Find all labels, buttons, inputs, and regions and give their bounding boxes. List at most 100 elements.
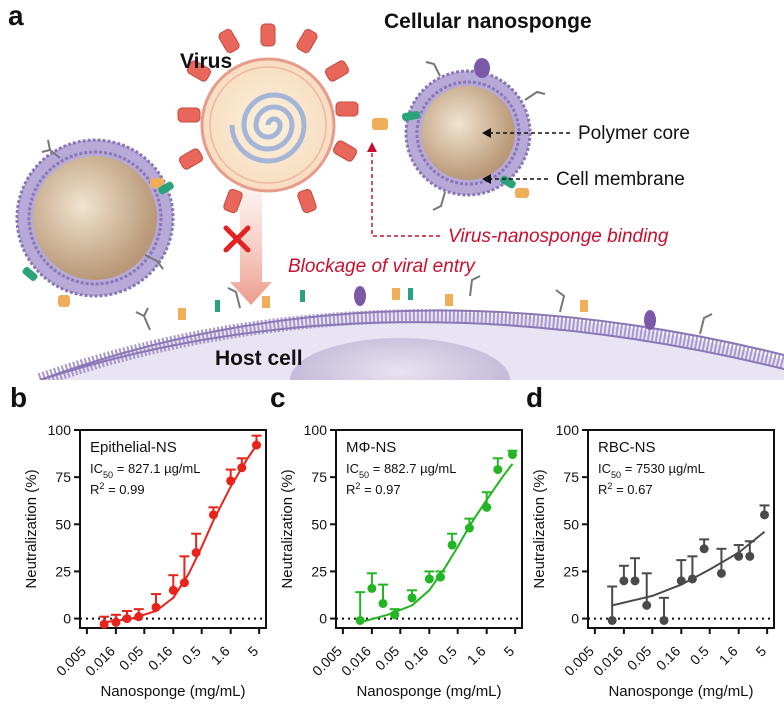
x-tick-label: 0.005 bbox=[53, 643, 89, 679]
x-tick-label: 5 bbox=[752, 643, 769, 660]
data-point bbox=[435, 572, 445, 582]
x-axis-label: Nanosponge (mg/mL) bbox=[100, 683, 245, 700]
x-tick-label: 0.16 bbox=[145, 643, 176, 674]
data-point bbox=[607, 615, 617, 625]
label-virus-nanosponge-binding: Virus-nanosponge binding bbox=[448, 226, 669, 247]
data-point bbox=[642, 600, 652, 610]
data-point bbox=[122, 614, 132, 624]
data-point bbox=[493, 465, 503, 475]
x-tick-label: 1.6 bbox=[716, 643, 741, 668]
x-tick-label: 0.5 bbox=[435, 643, 460, 668]
x-axis-label: Nanosponge (mg/mL) bbox=[608, 683, 753, 700]
y-tick-label: 75 bbox=[311, 469, 327, 485]
x-tick-label: 0.016 bbox=[338, 643, 374, 679]
legend-label: Epithelial-NS bbox=[90, 439, 177, 456]
ic50-annotation: IC50 = 882.7 µg/mL bbox=[346, 461, 456, 480]
y-axis-label: Neutralization (%) bbox=[23, 469, 40, 588]
data-point bbox=[134, 612, 144, 622]
chart-d: 0 25 50 75 100 0.005 0.016 0.05 0.16 0.5 1.6 5 Nanos… bbox=[526, 418, 782, 702]
x-tick-label: 5 bbox=[244, 643, 261, 660]
data-point bbox=[699, 544, 709, 554]
y-axis-label: Neutralization (%) bbox=[531, 469, 548, 588]
r2-annotation: R2 = 0.97 bbox=[346, 481, 401, 497]
y-tick-label: 75 bbox=[563, 469, 579, 485]
data-point bbox=[676, 576, 686, 586]
panel-a-label: a bbox=[8, 0, 24, 31]
data-point bbox=[659, 615, 669, 625]
x-tick-label: 0.05 bbox=[372, 643, 403, 674]
virus-graphic bbox=[177, 23, 359, 214]
data-point bbox=[208, 510, 218, 520]
y-tick-label: 75 bbox=[55, 469, 71, 485]
chart-c: 0 25 50 75 100 0.005 0.016 0.05 0.16 0.5 1.6 5 Nanos… bbox=[274, 418, 530, 702]
panel-b-label: b bbox=[10, 382, 28, 413]
data-point bbox=[179, 578, 189, 588]
y-tick-label: 0 bbox=[571, 611, 579, 627]
legend-label: RBC-NS bbox=[598, 439, 656, 456]
data-point bbox=[111, 617, 121, 627]
left-nanosponge-graphic bbox=[15, 138, 175, 307]
x-tick-label: 0.05 bbox=[624, 643, 655, 674]
y-tick-label: 50 bbox=[55, 516, 71, 532]
r2-annotation: R2 = 0.99 bbox=[90, 481, 145, 497]
data-point bbox=[734, 551, 744, 561]
label-cell-membrane: Cell membrane bbox=[556, 169, 685, 190]
data-point bbox=[390, 610, 400, 620]
chart-b: 0 25 50 75 100 0.005 0.016 0.05 0.16 0.5 1.6 5 Nanos… bbox=[18, 418, 274, 702]
fit-curve bbox=[359, 463, 514, 624]
panel-d-label: d bbox=[526, 382, 544, 413]
data-point bbox=[407, 593, 417, 603]
x-tick-label: 0.016 bbox=[82, 643, 118, 679]
y-tick-label: 25 bbox=[311, 563, 327, 579]
data-point bbox=[168, 585, 178, 595]
data-point bbox=[191, 548, 201, 558]
data-point bbox=[507, 450, 517, 460]
x-tick-label: 0.16 bbox=[401, 643, 432, 674]
data-point bbox=[759, 510, 769, 520]
y-tick-label: 25 bbox=[55, 563, 71, 579]
data-point bbox=[630, 576, 640, 586]
x-tick-label: 1.6 bbox=[464, 643, 489, 668]
data-point bbox=[251, 440, 261, 450]
r2-annotation: R2 = 0.67 bbox=[598, 481, 653, 497]
x-tick-label: 5 bbox=[500, 643, 517, 660]
data-point bbox=[745, 551, 755, 561]
ic50-annotation: IC50 = 7530 µg/mL bbox=[598, 461, 705, 480]
data-point bbox=[716, 568, 726, 578]
y-tick-label: 25 bbox=[563, 563, 579, 579]
fit-curve bbox=[104, 444, 258, 624]
data-point bbox=[378, 598, 388, 608]
data-point bbox=[237, 463, 247, 473]
x-tick-label: 0.005 bbox=[309, 643, 345, 679]
label-host-cell: Host cell bbox=[215, 347, 303, 370]
data-point bbox=[447, 540, 457, 550]
data-point bbox=[226, 476, 236, 486]
y-tick-label: 100 bbox=[304, 422, 328, 438]
data-point bbox=[99, 619, 109, 629]
data-point bbox=[355, 615, 365, 625]
y-tick-label: 0 bbox=[319, 611, 327, 627]
y-tick-label: 100 bbox=[556, 422, 580, 438]
data-point bbox=[464, 523, 474, 533]
ic50-annotation: IC50 = 827.1 µg/mL bbox=[90, 461, 200, 480]
x-tick-label: 0.5 bbox=[687, 643, 712, 668]
x-tick-label: 1.6 bbox=[208, 643, 233, 668]
legend-label: MΦ-NS bbox=[346, 439, 396, 456]
right-nanosponge-graphic bbox=[372, 58, 546, 211]
host-cell-graphic bbox=[37, 275, 784, 380]
data-point bbox=[687, 574, 697, 584]
label-virus: Virus bbox=[180, 50, 233, 73]
panel-c-label: c bbox=[270, 382, 286, 413]
data-point bbox=[482, 502, 492, 512]
plot-frame bbox=[335, 429, 523, 629]
data-point bbox=[424, 574, 434, 584]
y-tick-label: 50 bbox=[311, 516, 327, 532]
x-tick-label: 0.16 bbox=[653, 643, 684, 674]
x-tick-label: 0.005 bbox=[561, 643, 597, 679]
y-axis-label: Neutralization (%) bbox=[279, 469, 296, 588]
plot-frame bbox=[587, 429, 775, 629]
x-tick-label: 0.05 bbox=[116, 643, 147, 674]
